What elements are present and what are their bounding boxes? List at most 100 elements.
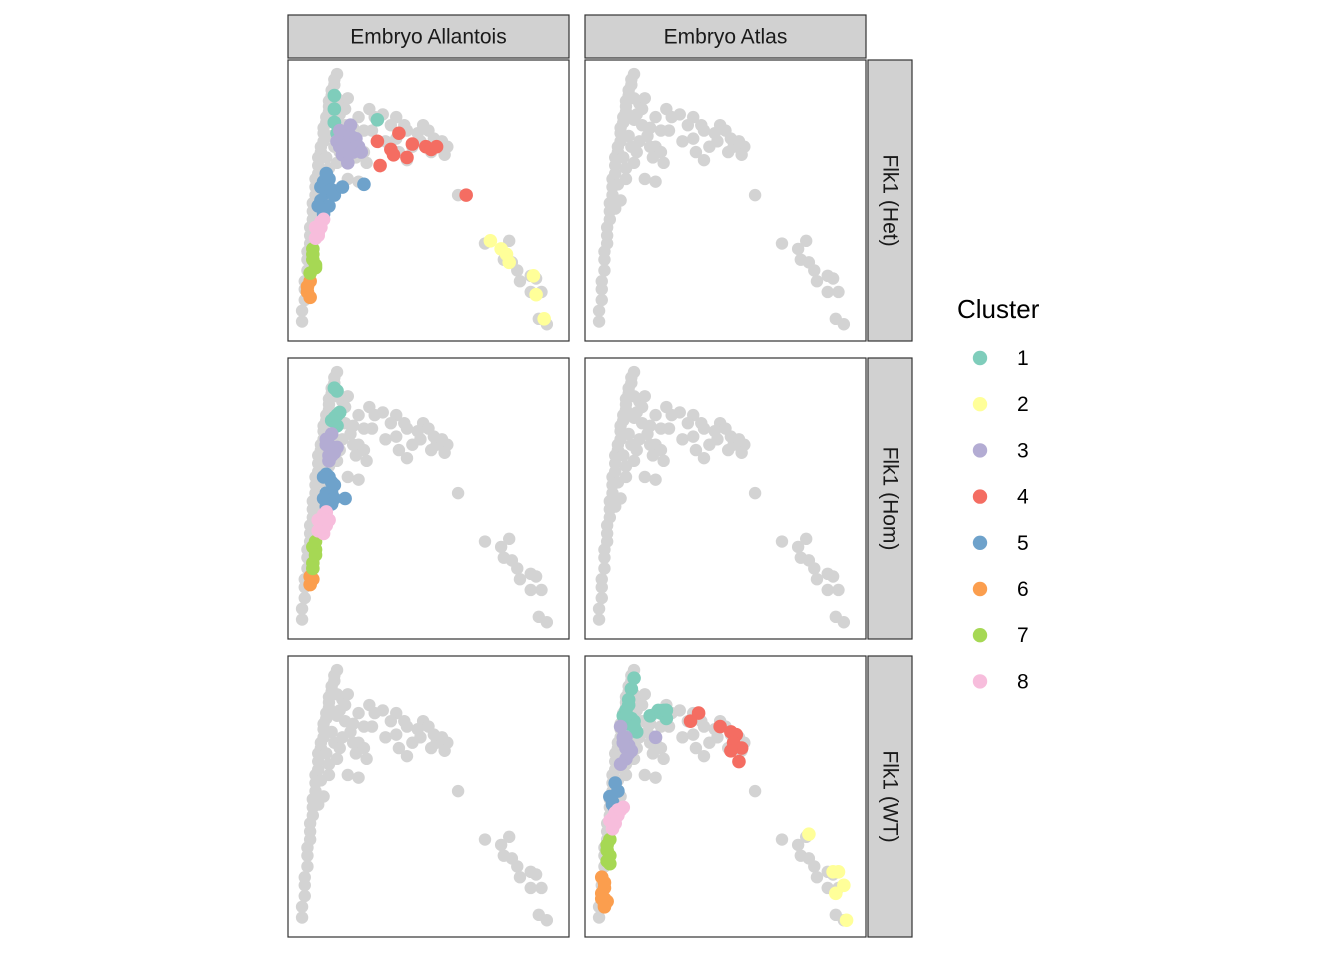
background-point	[810, 275, 824, 288]
background-point	[376, 406, 389, 419]
background-point	[673, 704, 686, 717]
cluster-2-point	[828, 886, 843, 901]
scatter-panel	[287, 59, 570, 342]
background-point	[821, 583, 834, 597]
cluster-1-point	[619, 709, 633, 723]
background-point	[689, 443, 703, 457]
background-point	[451, 784, 465, 798]
cluster-4-point	[392, 126, 406, 141]
background-point	[511, 264, 524, 277]
background-point	[643, 140, 657, 153]
background-point	[735, 148, 748, 161]
background-point	[595, 293, 608, 307]
background-point	[614, 194, 627, 207]
background-point	[524, 583, 537, 597]
cluster-8-point	[314, 220, 328, 235]
row-strip: Flk1 (Het)	[867, 59, 913, 342]
background-point	[414, 433, 427, 446]
background-point	[503, 830, 516, 844]
row-strip-label: Flk1 (Het)	[879, 154, 902, 246]
facet-panels	[287, 59, 867, 938]
background-point	[494, 540, 508, 554]
cluster-2-point	[483, 234, 498, 248]
background-point	[808, 264, 821, 277]
background-point	[697, 720, 711, 733]
background-point	[338, 698, 352, 712]
background-point	[800, 234, 813, 248]
cluster-7-point	[603, 856, 617, 871]
legend-item: 3	[972, 439, 1029, 462]
cluster-3-point	[343, 118, 358, 132]
column-strips: Embryo Allantois Embryo Atlas	[287, 14, 867, 59]
background-point	[320, 747, 333, 760]
background-point	[748, 486, 762, 500]
background-point	[810, 573, 824, 586]
background-point	[657, 454, 670, 468]
background-point	[295, 315, 309, 328]
background-point	[826, 272, 840, 285]
cluster-1-point	[330, 384, 344, 398]
background-point	[438, 744, 451, 757]
background-point	[365, 422, 379, 435]
background-point	[635, 400, 649, 414]
legend-items: 1 2 3 4 5 6 7 8	[972, 347, 1029, 693]
background-point	[384, 416, 398, 430]
cluster-4-point	[734, 741, 749, 755]
legend-item: 6	[972, 578, 1029, 601]
background-point	[826, 570, 840, 583]
background-point	[365, 720, 379, 733]
legend-label: 7	[1017, 624, 1029, 647]
background-point	[595, 591, 608, 605]
cluster-8-point	[319, 513, 334, 527]
cluster-legend: Cluster 1 2 3 4 5 6 7 8	[957, 294, 1040, 693]
background-point	[673, 108, 686, 121]
cluster-5-point	[311, 199, 326, 213]
background-point	[346, 419, 360, 433]
background-point	[775, 237, 789, 250]
background-point	[598, 562, 611, 575]
background-point	[676, 731, 689, 744]
cluster-1-point	[624, 682, 639, 696]
background-point	[503, 234, 516, 248]
background-point	[808, 562, 821, 575]
background-point	[330, 688, 344, 701]
background-point	[649, 771, 662, 784]
cluster-7-point	[600, 838, 614, 852]
background-point	[390, 430, 403, 443]
background-point	[540, 616, 554, 629]
background-point	[513, 573, 527, 586]
background-point	[295, 900, 309, 913]
background-point	[627, 365, 641, 379]
background-point	[617, 449, 630, 462]
row-strip: Flk1 (WT)	[867, 655, 913, 938]
cluster-5-point	[338, 491, 352, 506]
cluster-3-point	[319, 437, 334, 452]
cluster-7-point	[306, 247, 320, 262]
background-point	[619, 162, 633, 175]
cluster-4-point	[724, 743, 738, 758]
background-point	[295, 911, 309, 924]
column-strip: Embryo Allantois	[287, 14, 570, 59]
background-point	[681, 416, 695, 430]
scatter-panel	[584, 59, 867, 342]
legend-key	[972, 397, 988, 412]
background-point	[791, 540, 805, 554]
background-point	[376, 704, 389, 717]
background-point	[338, 102, 352, 116]
scatter-panel	[584, 357, 867, 640]
background-point	[662, 422, 676, 435]
background-point	[298, 591, 311, 605]
background-point	[638, 390, 651, 403]
background-point	[721, 145, 735, 159]
background-point	[689, 741, 703, 755]
background-point	[414, 731, 427, 744]
row-strip: Flk1 (Hom)	[867, 357, 913, 640]
background-point	[711, 731, 724, 744]
legend-title: Cluster	[957, 294, 1040, 324]
cluster-2-point	[802, 827, 816, 841]
cluster-6-point	[300, 279, 315, 294]
cluster-1-point	[627, 671, 641, 685]
cluster-7-point	[308, 548, 323, 562]
background-point	[365, 124, 379, 137]
